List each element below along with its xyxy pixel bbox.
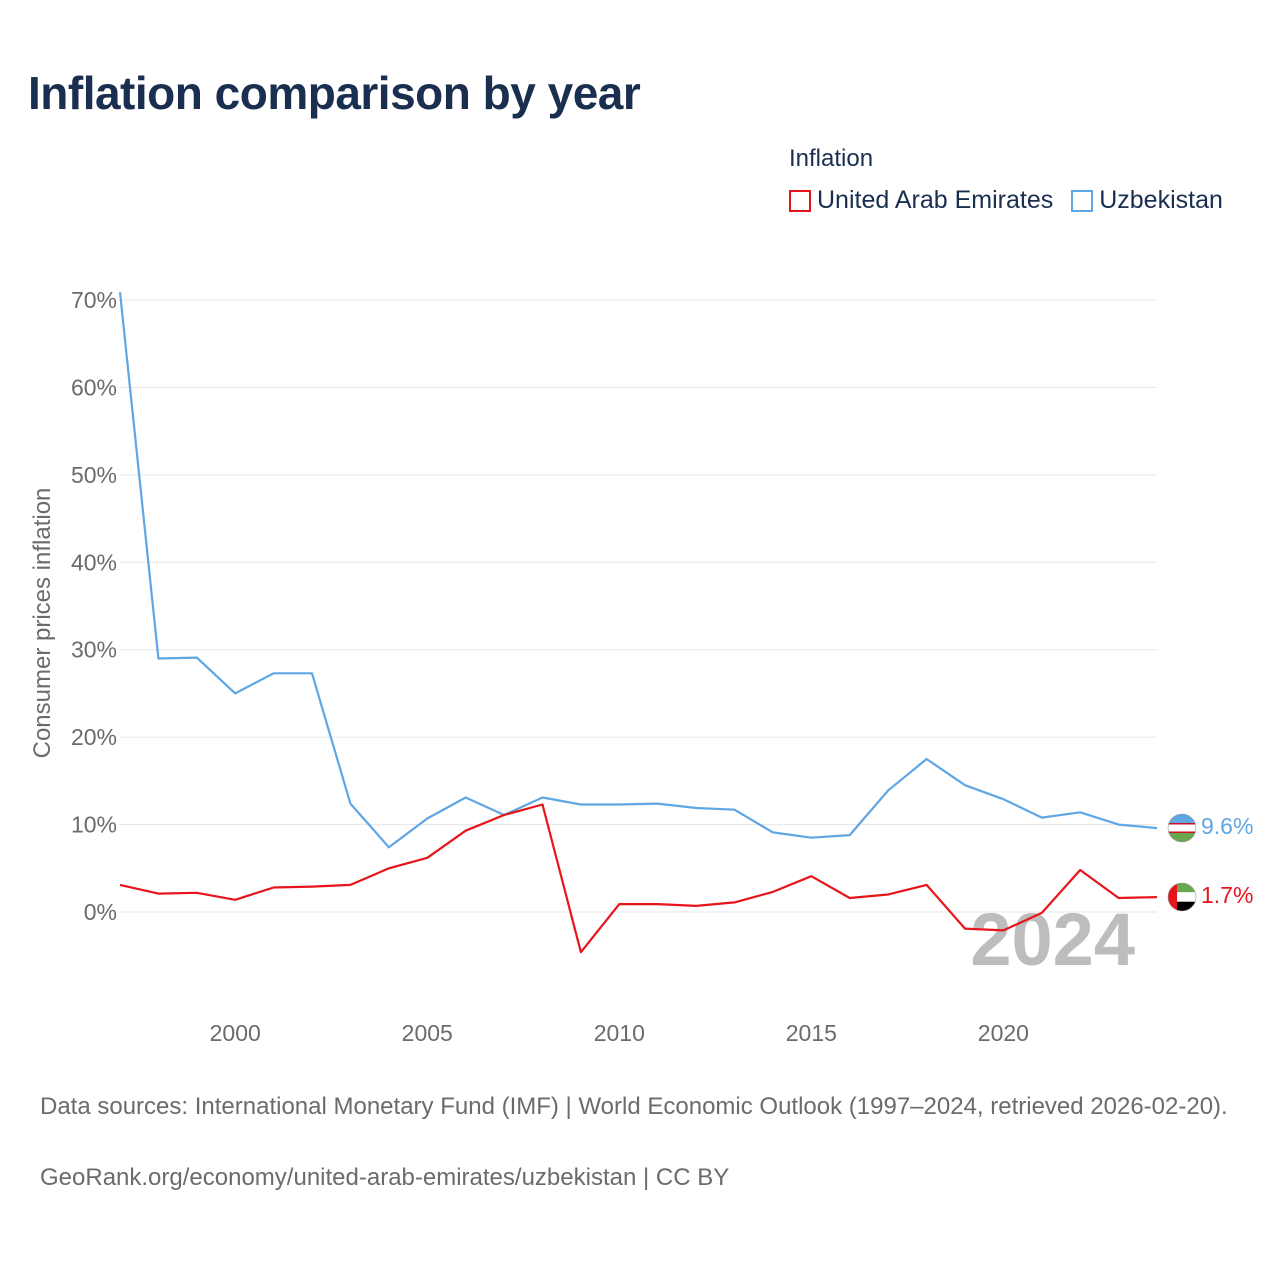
x-tick-label: 2015 <box>786 1020 837 1046</box>
x-tick-label: 2000 <box>210 1020 261 1046</box>
series-line-uzbekistan[interactable] <box>118 291 1158 849</box>
series-lines <box>118 291 1158 954</box>
uzbekistan-end-label: 9.6% <box>1201 813 1253 839</box>
uzbekistan-flag-border <box>1167 813 1197 843</box>
y-tick-label: 60% <box>71 374 117 400</box>
line-chart: 2024 0% 10% 20% 30% 40% 50% 60% 70% 2000 2005 201… <box>29 287 1253 1046</box>
data-sources: Data sources: International Monetary Fun… <box>40 1093 1228 1120</box>
gridlines <box>120 299 1157 913</box>
chart-title: Inflation comparison by year <box>28 67 641 119</box>
legend-item-uzbekistan[interactable]: Uzbekistan <box>1071 186 1223 215</box>
uae-flag-border <box>1167 882 1197 912</box>
x-tick-label: 2010 <box>594 1020 645 1046</box>
legend-label-uae: United Arab Emirates <box>817 186 1054 214</box>
x-axis-ticks: 2000 2005 2010 2015 2020 <box>210 1020 1029 1046</box>
y-tick-label: 50% <box>71 462 117 488</box>
legend-title: Inflation <box>789 145 874 172</box>
credit-link[interactable]: GeoRank.org/economy/united-arab-emirates… <box>40 1164 730 1191</box>
y-tick-label: 10% <box>71 812 117 838</box>
legend: United Arab Emirates Uzbekistan <box>789 186 1241 215</box>
y-tick-label: 30% <box>71 637 117 663</box>
y-axis-label: Consumer prices inflation <box>29 488 56 759</box>
y-tick-label: 0% <box>84 899 117 925</box>
y-tick-label: 20% <box>71 724 117 750</box>
legend-label-uzbekistan: Uzbekistan <box>1099 186 1223 214</box>
legend-swatch-uae <box>789 189 811 212</box>
y-tick-label: 40% <box>71 549 117 575</box>
y-tick-label: 70% <box>71 287 117 313</box>
uzbekistan-flag-icon <box>1168 814 1196 842</box>
uae-end-label: 1.7% <box>1201 882 1253 908</box>
y-axis-ticks: 0% 10% 20% 30% 40% 50% 60% 70% <box>71 287 117 925</box>
x-tick-label: 2005 <box>402 1020 453 1046</box>
series-line-united-arab-emirates[interactable] <box>119 803 1158 954</box>
uae-flag-icon <box>1168 883 1196 911</box>
x-tick-label: 2020 <box>978 1020 1029 1046</box>
legend-item-uae[interactable]: United Arab Emirates <box>789 186 1053 215</box>
legend-swatch-uzbekistan <box>1071 189 1094 212</box>
year-watermark: 2024 <box>970 898 1135 981</box>
